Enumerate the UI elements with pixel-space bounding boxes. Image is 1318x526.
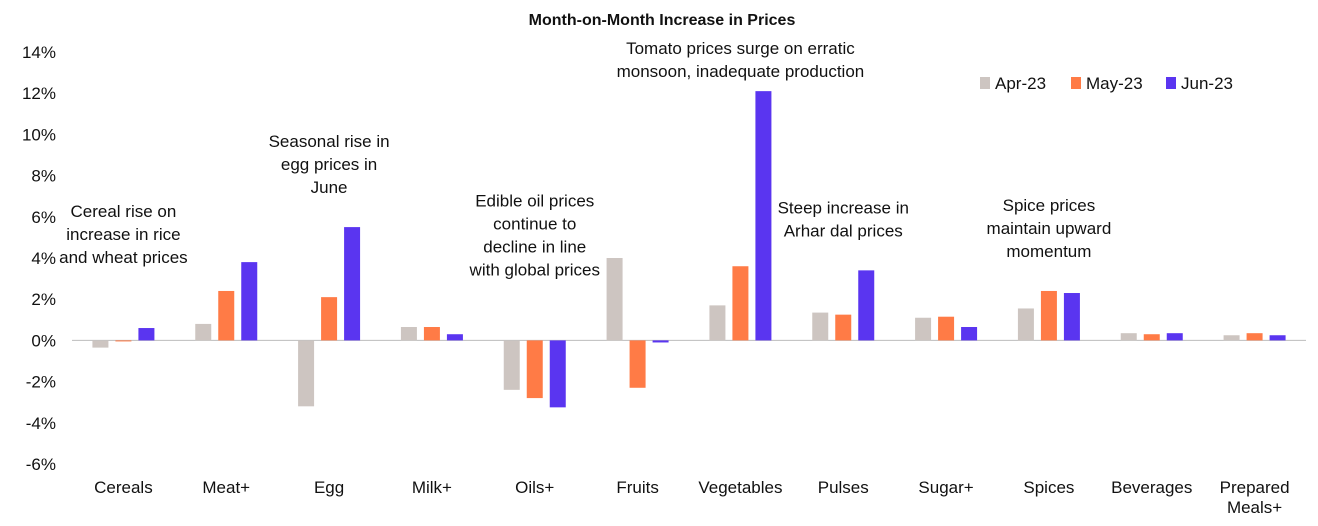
annotation-cereals: Cereal rise on increase in rice and wheat …	[59, 202, 188, 267]
bar-apr-23-fruits	[606, 258, 623, 341]
y-tick-label: 10%	[22, 125, 56, 144]
bar-may-23-meat-	[218, 290, 235, 341]
y-tick-label: 6%	[31, 208, 56, 227]
bar-jun-23-spices	[1063, 293, 1080, 341]
category-label: Milk+	[412, 478, 452, 497]
y-tick-label: 2%	[31, 290, 56, 309]
bar-jun-23-fruits	[652, 340, 669, 343]
bar-apr-23-pulses	[812, 312, 829, 341]
bar-apr-23-meat-	[195, 323, 212, 341]
x-axis-labels: Cereals Meat+ Egg Milk+ Oils+ Fruits Vegetable…	[94, 478, 1289, 517]
y-tick-label: 0%	[31, 331, 56, 350]
bar-apr-23-beverages	[1120, 333, 1137, 341]
bar-may-23-egg	[321, 297, 338, 341]
legend-swatch	[1166, 77, 1176, 89]
y-tick-label: 4%	[31, 249, 56, 268]
y-tick-label: -4%	[26, 414, 56, 433]
bar-apr-23-oils-	[503, 340, 520, 390]
bar-apr-23-prepared-meals-	[1223, 335, 1240, 341]
bar-may-23-cereals	[115, 340, 132, 342]
bar-may-23-sugar-	[938, 316, 955, 341]
bar-apr-23-milk-	[400, 327, 417, 341]
bar-jun-23-beverages	[1166, 333, 1183, 341]
y-tick-label: -6%	[26, 455, 56, 474]
chart-title: Month-on-Month Increase in Prices	[529, 12, 796, 29]
bar-apr-23-vegetables	[709, 305, 726, 341]
y-tick-label: 14%	[22, 43, 56, 62]
legend-swatch	[980, 77, 990, 89]
y-tick-label: -2%	[26, 373, 56, 392]
bar-jun-23-milk-	[446, 334, 463, 341]
bar-apr-23-sugar-	[915, 317, 932, 341]
category-label: Pulses	[818, 478, 869, 497]
bar-may-23-oils-	[526, 340, 543, 399]
bar-may-23-beverages	[1143, 334, 1160, 341]
bar-jun-23-egg	[344, 227, 361, 341]
annotation-spices: Spice prices maintain upward momentum	[987, 196, 1112, 261]
legend-swatch	[1071, 77, 1081, 89]
category-label: Meat+	[202, 478, 250, 497]
bar-may-23-vegetables	[732, 266, 749, 341]
bar-may-23-fruits	[629, 340, 646, 388]
y-tick-label: 12%	[22, 84, 56, 103]
bar-jun-23-meat-	[241, 262, 258, 341]
bar-apr-23-egg	[298, 340, 315, 407]
bar-jun-23-vegetables	[755, 91, 772, 341]
category-label: Oils+	[515, 478, 554, 497]
category-label: Egg	[314, 478, 344, 497]
bar-may-23-prepared-meals-	[1246, 333, 1263, 341]
bar-may-23-milk-	[423, 327, 440, 341]
legend: Apr-23 May-23 Jun-23	[980, 74, 1233, 93]
annotation-oils-: Edible oil prices continue to decline in l…	[469, 191, 600, 279]
legend-label: May-23	[1086, 74, 1143, 93]
bar-may-23-spices	[1040, 290, 1057, 341]
bar-apr-23-spices	[1017, 308, 1034, 341]
bars	[92, 91, 1286, 408]
bar-jun-23-prepared-meals-	[1269, 335, 1286, 341]
category-label: Spices	[1023, 478, 1074, 497]
bar-jun-23-pulses	[858, 270, 875, 341]
bar-jun-23-oils-	[549, 340, 566, 408]
bar-apr-23-cereals	[92, 340, 109, 348]
category-label: Sugar+	[918, 478, 973, 497]
category-label: Fruits	[616, 478, 659, 497]
y-axis: 14% 12% 10% 8% 6% 4% 2% 0% -2% -4% -6%	[22, 43, 56, 474]
annotation-pulses: Steep increase in Arhar dal prices	[778, 198, 909, 240]
annotation-vegetables: Tomato prices surge on erratic monsoon, i…	[617, 39, 865, 81]
annotations: Cereal rise on increase in rice and wheat …	[59, 39, 1111, 279]
category-label: Vegetables	[698, 478, 782, 497]
legend-label: Apr-23	[995, 74, 1046, 93]
category-label: Beverages	[1111, 478, 1192, 497]
category-label: Prepared Meals+	[1220, 478, 1290, 517]
bar-jun-23-sugar-	[961, 327, 978, 341]
bar-jun-23-cereals	[138, 328, 155, 341]
annotation-egg: Seasonal rise in egg prices in June	[269, 132, 390, 197]
legend-label: Jun-23	[1181, 74, 1233, 93]
category-label: Cereals	[94, 478, 153, 497]
bar-may-23-pulses	[835, 314, 852, 341]
y-tick-label: 8%	[31, 167, 56, 186]
